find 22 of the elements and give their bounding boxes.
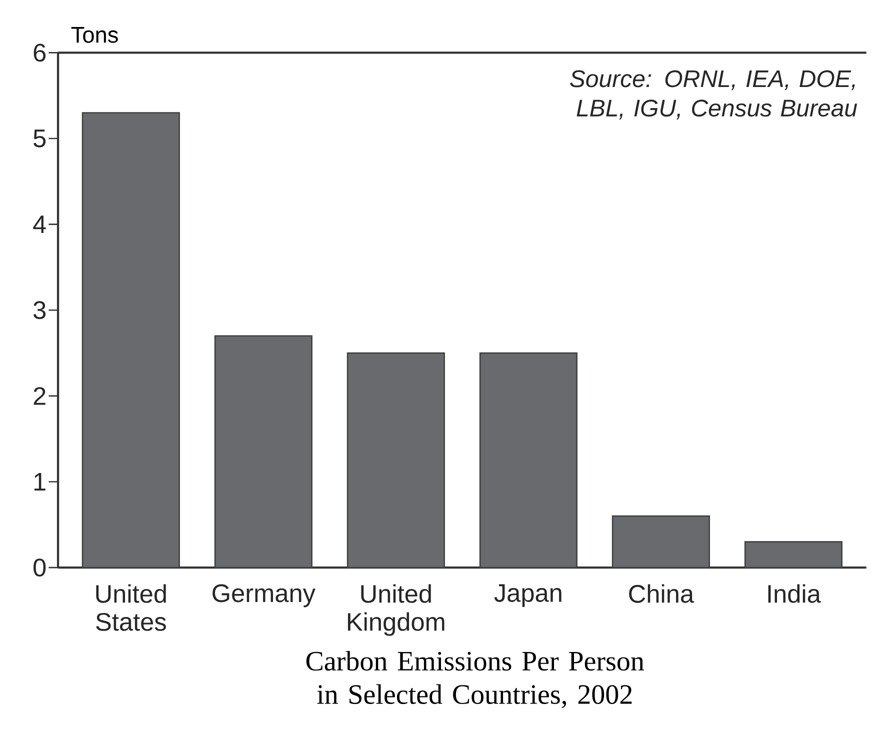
- bar: [612, 515, 710, 568]
- y-tick-label: 1: [34, 472, 46, 490]
- bar: [214, 335, 312, 568]
- y-tick-label: 0: [34, 558, 46, 576]
- x-tick-label: Germany: [212, 584, 316, 608]
- y-tick-label: 2: [34, 386, 46, 405]
- y-tick-label: 6: [34, 44, 46, 62]
- bar: [82, 112, 180, 568]
- x-tick-label: Japan: [494, 584, 562, 607]
- text: Carbon Emissions Per Person in Selected Countries, 2002: [306, 650, 644, 708]
- bar: [744, 540, 842, 568]
- x-tick-label: United Kingdom: [348, 584, 444, 636]
- bar: [346, 352, 445, 568]
- x-tick-label: United States: [96, 584, 166, 631]
- y-tick-label: 5: [34, 130, 46, 148]
- annotation: Source: ORNL, IEA, DOE, LBL, IGU, Census Bureau: [570, 70, 858, 120]
- x-tick-label: China: [629, 584, 694, 603]
- y-tick-label: 4: [33, 215, 46, 233]
- x-tick-label: India: [768, 584, 821, 603]
- y-tick-label: 3: [34, 301, 46, 319]
- bar: [479, 352, 578, 568]
- y-axis-title: Tons: [71, 26, 118, 43]
